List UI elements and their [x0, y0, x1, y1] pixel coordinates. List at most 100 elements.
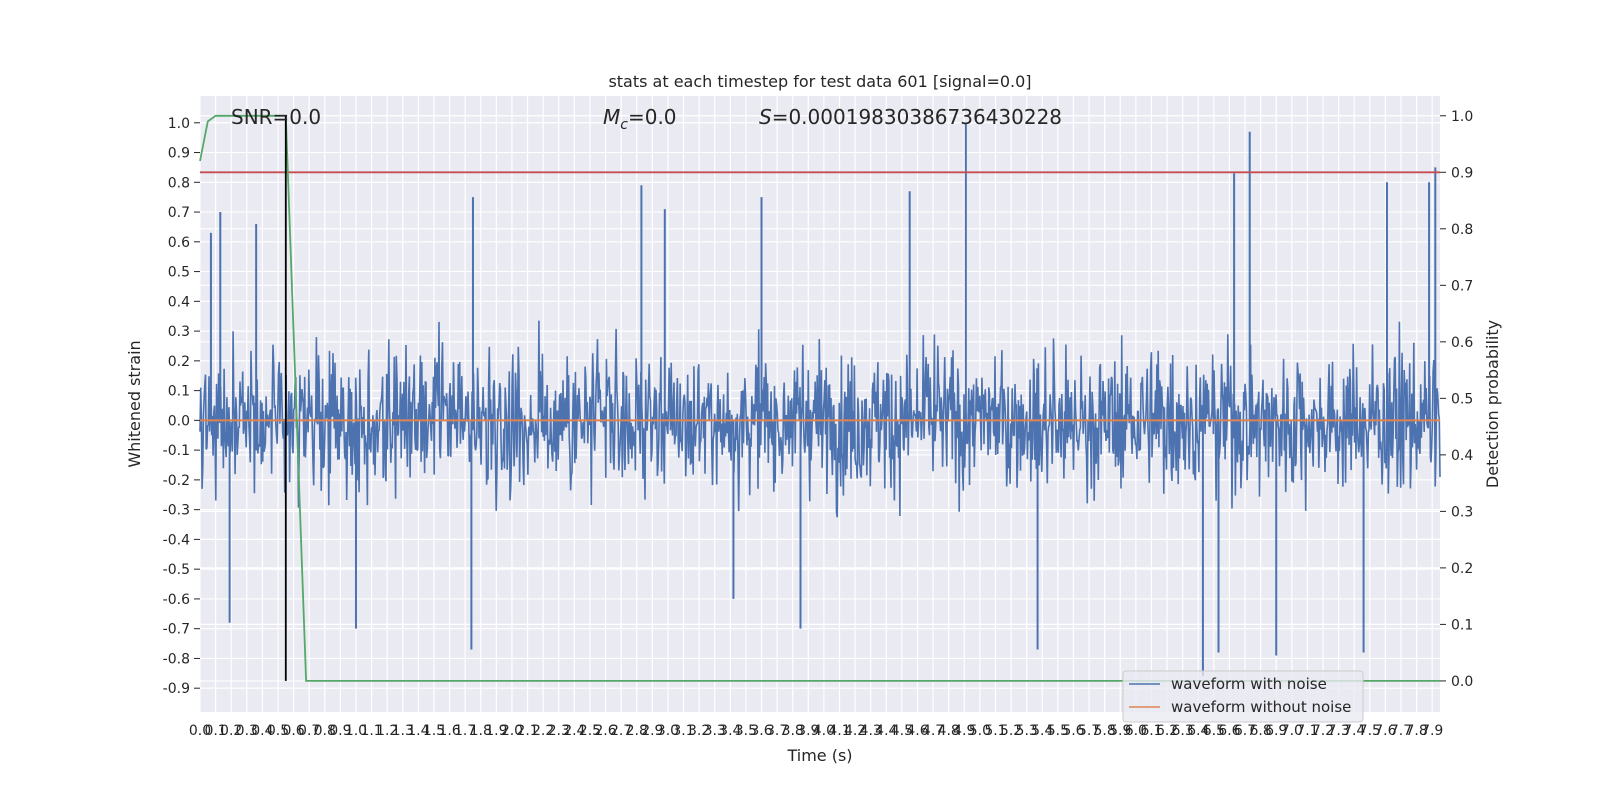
- x-tick-label: 5.1: [984, 723, 1006, 739]
- annotation-s: S=0.00019830386736430228: [759, 105, 1062, 129]
- x-tick-label: 0.4: [251, 723, 273, 739]
- annotation-mc-value: =0.0: [628, 105, 677, 129]
- x-tick-label: 0.7: [298, 723, 320, 739]
- y-tick-label: 0.4: [168, 294, 190, 310]
- x-tick-label: 7.7: [1390, 723, 1412, 739]
- y-tick-label: -0.4: [163, 532, 190, 548]
- y-right-tick-label: 1.0: [1451, 109, 1473, 125]
- x-tick-label: 1.4: [407, 723, 429, 739]
- y-tick-label: 1.0: [168, 116, 190, 132]
- x-tick-label: 2.7: [610, 723, 632, 739]
- x-tick-label: 7.8: [1405, 723, 1427, 739]
- y-right-tick-label: 0.5: [1451, 391, 1473, 407]
- y-right-tick-label: 0.7: [1451, 278, 1473, 294]
- x-tick-label: 2.9: [641, 723, 663, 739]
- x-tick-label: 6.9: [1265, 723, 1287, 739]
- x-tick-label: 4.6: [906, 723, 928, 739]
- x-tick-label: 3.2: [688, 723, 710, 739]
- y-tick-label: 0.6: [168, 235, 190, 251]
- y-right-tick-label: 0.8: [1451, 222, 1473, 238]
- y-tick-label: 0.8: [168, 175, 190, 191]
- x-tick-label: 3.1: [672, 723, 694, 739]
- x-tick-label: 4.1: [828, 723, 850, 739]
- x-tick-label: 6.7: [1234, 723, 1256, 739]
- x-tick-label: 6.3: [1172, 723, 1194, 739]
- x-tick-label: 3.5: [735, 723, 757, 739]
- y-tick-label: 0.3: [168, 324, 190, 340]
- x-tick-label: 6.2: [1156, 723, 1178, 739]
- y-tick-label: -0.5: [163, 562, 190, 578]
- legend: waveform with noise waveform without noi…: [1122, 670, 1364, 723]
- x-tick-label: 3.0: [657, 723, 679, 739]
- x-tick-label: 7.9: [1421, 723, 1443, 739]
- annotation-mc: Mc=0.0: [603, 105, 677, 133]
- axis-layer: 0.00.10.20.30.40.50.60.70.80.91.01.11.21…: [163, 109, 1474, 739]
- y-right-tick-label: 0.9: [1451, 165, 1473, 181]
- x-tick-label: 5.9: [1109, 723, 1131, 739]
- x-tick-label: 4.9: [953, 723, 975, 739]
- x-tick-label: 5.6: [1062, 723, 1084, 739]
- legend-label-without-noise: waveform without noise: [1171, 698, 1351, 716]
- y-tick-label: 0.2: [168, 354, 190, 370]
- x-tick-label: 4.0: [813, 723, 835, 739]
- overlay-layer: [199, 114, 1440, 682]
- y-tick-label: -0.7: [163, 622, 190, 638]
- x-tick-label: 6.6: [1218, 723, 1240, 739]
- x-tick-label: 6.5: [1203, 723, 1225, 739]
- y-right-tick-label: 0.3: [1451, 504, 1473, 520]
- x-tick-label: 2.0: [501, 723, 523, 739]
- x-tick-label: 0.8: [314, 723, 336, 739]
- x-tick-label: 0.1: [204, 723, 226, 739]
- x-tick-label: 5.8: [1094, 723, 1116, 739]
- x-tick-label: 7.2: [1312, 723, 1334, 739]
- y-axis-label-right: Detection probability: [1483, 320, 1502, 488]
- x-tick-label: 2.2: [532, 723, 554, 739]
- x-tick-label: 5.2: [1000, 723, 1022, 739]
- x-tick-label: 0.5: [267, 723, 289, 739]
- x-tick-label: 5.4: [1031, 723, 1053, 739]
- y-tick-label: -0.9: [163, 681, 190, 697]
- x-tick-label: 3.4: [719, 723, 741, 739]
- y-tick-label: -0.2: [163, 473, 190, 489]
- x-tick-label: 6.1: [1140, 723, 1162, 739]
- x-tick-label: 7.1: [1296, 723, 1318, 739]
- annotation-snr: SNR=0.0: [231, 105, 321, 129]
- x-tick-label: 0.0: [189, 723, 211, 739]
- y-right-tick-label: 0.2: [1451, 561, 1473, 577]
- x-tick-label: 2.1: [516, 723, 538, 739]
- y-tick-label: -0.8: [163, 651, 190, 667]
- series-detection-probability: [199, 114, 1440, 682]
- x-tick-label: 2.4: [563, 723, 585, 739]
- x-tick-label: 0.3: [236, 723, 258, 739]
- y-tick-label: 0.0: [168, 413, 190, 429]
- annotation-s-symbol: S: [759, 105, 772, 129]
- y-right-tick-label: 0.4: [1451, 448, 1473, 464]
- legend-box: [1122, 670, 1364, 723]
- x-axis-label: Time (s): [786, 746, 852, 765]
- x-tick-label: 5.5: [1047, 723, 1069, 739]
- x-tick-label: 5.0: [969, 723, 991, 739]
- x-tick-label: 3.7: [766, 723, 788, 739]
- y-tick-label: 0.1: [168, 384, 190, 400]
- x-tick-label: 1.1: [360, 723, 382, 739]
- x-tick-label: 4.3: [860, 723, 882, 739]
- series-waveform-with-noise: [199, 122, 1441, 677]
- x-tick-label: 6.4: [1187, 723, 1209, 739]
- x-tick-label: 0.6: [282, 723, 304, 739]
- y-right-tick-label: 0.6: [1451, 335, 1473, 351]
- x-tick-label: 2.5: [579, 723, 601, 739]
- y-right-tick-label: 0.0: [1451, 674, 1473, 690]
- x-tick-label: 2.6: [594, 723, 616, 739]
- y-tick-label: -0.6: [163, 592, 190, 608]
- x-tick-label: 7.3: [1327, 723, 1349, 739]
- x-tick-label: 7.5: [1359, 723, 1381, 739]
- x-tick-label: 3.3: [704, 723, 726, 739]
- x-tick-label: 4.4: [875, 723, 897, 739]
- x-tick-label: 1.8: [470, 723, 492, 739]
- x-tick-label: 3.8: [782, 723, 804, 739]
- annotation-s-value: =0.00019830386736430228: [772, 105, 1062, 129]
- x-tick-label: 1.0: [345, 723, 367, 739]
- y-tick-label: 0.7: [168, 205, 190, 221]
- x-tick-label: 3.9: [797, 723, 819, 739]
- x-tick-label: 1.6: [438, 723, 460, 739]
